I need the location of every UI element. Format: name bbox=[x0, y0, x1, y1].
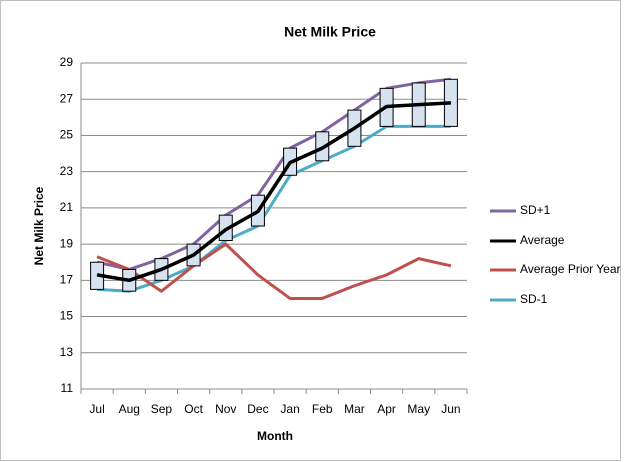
y-tick-label: 17 bbox=[60, 273, 74, 287]
x-tick-label: Jul bbox=[89, 402, 104, 416]
x-tick-label: Mar bbox=[344, 402, 365, 416]
y-tick-label: 19 bbox=[60, 236, 74, 250]
x-tick-label: Feb bbox=[312, 402, 333, 416]
y-tick-label: 21 bbox=[60, 200, 74, 214]
y-axis-label: Net Milk Price bbox=[32, 186, 46, 265]
y-tick-label: 15 bbox=[60, 309, 74, 323]
x-tick-label: Apr bbox=[377, 402, 396, 416]
x-tick-label: Aug bbox=[119, 402, 140, 416]
x-tick-label: Oct bbox=[184, 402, 203, 416]
x-tick-label: Jun bbox=[441, 402, 460, 416]
legend-label: Average bbox=[520, 233, 565, 247]
y-tick-label: 13 bbox=[60, 345, 74, 359]
x-tick-label: Nov bbox=[215, 402, 236, 416]
y-tick-label: 27 bbox=[60, 91, 74, 105]
y-tick-label: 25 bbox=[60, 128, 74, 142]
legend-label: SD-1 bbox=[520, 292, 548, 306]
chart-title: Net Milk Price bbox=[284, 24, 376, 40]
y-tick-label: 11 bbox=[61, 381, 74, 395]
chart-frame bbox=[0, 0, 621, 461]
y-tick-label: 29 bbox=[60, 55, 74, 69]
series-line bbox=[96, 101, 452, 283]
x-tick-label: Dec bbox=[247, 402, 268, 416]
x-axis-label: Month bbox=[257, 429, 293, 443]
series-line bbox=[96, 242, 452, 300]
x-tick-label: May bbox=[407, 402, 430, 416]
y-tick-label: 23 bbox=[60, 164, 74, 178]
legend-label: SD+1 bbox=[520, 203, 551, 217]
legend-label: Average Prior Year bbox=[520, 262, 621, 276]
x-tick-label: Sep bbox=[151, 402, 173, 416]
x-tick-label: Jan bbox=[280, 402, 299, 416]
